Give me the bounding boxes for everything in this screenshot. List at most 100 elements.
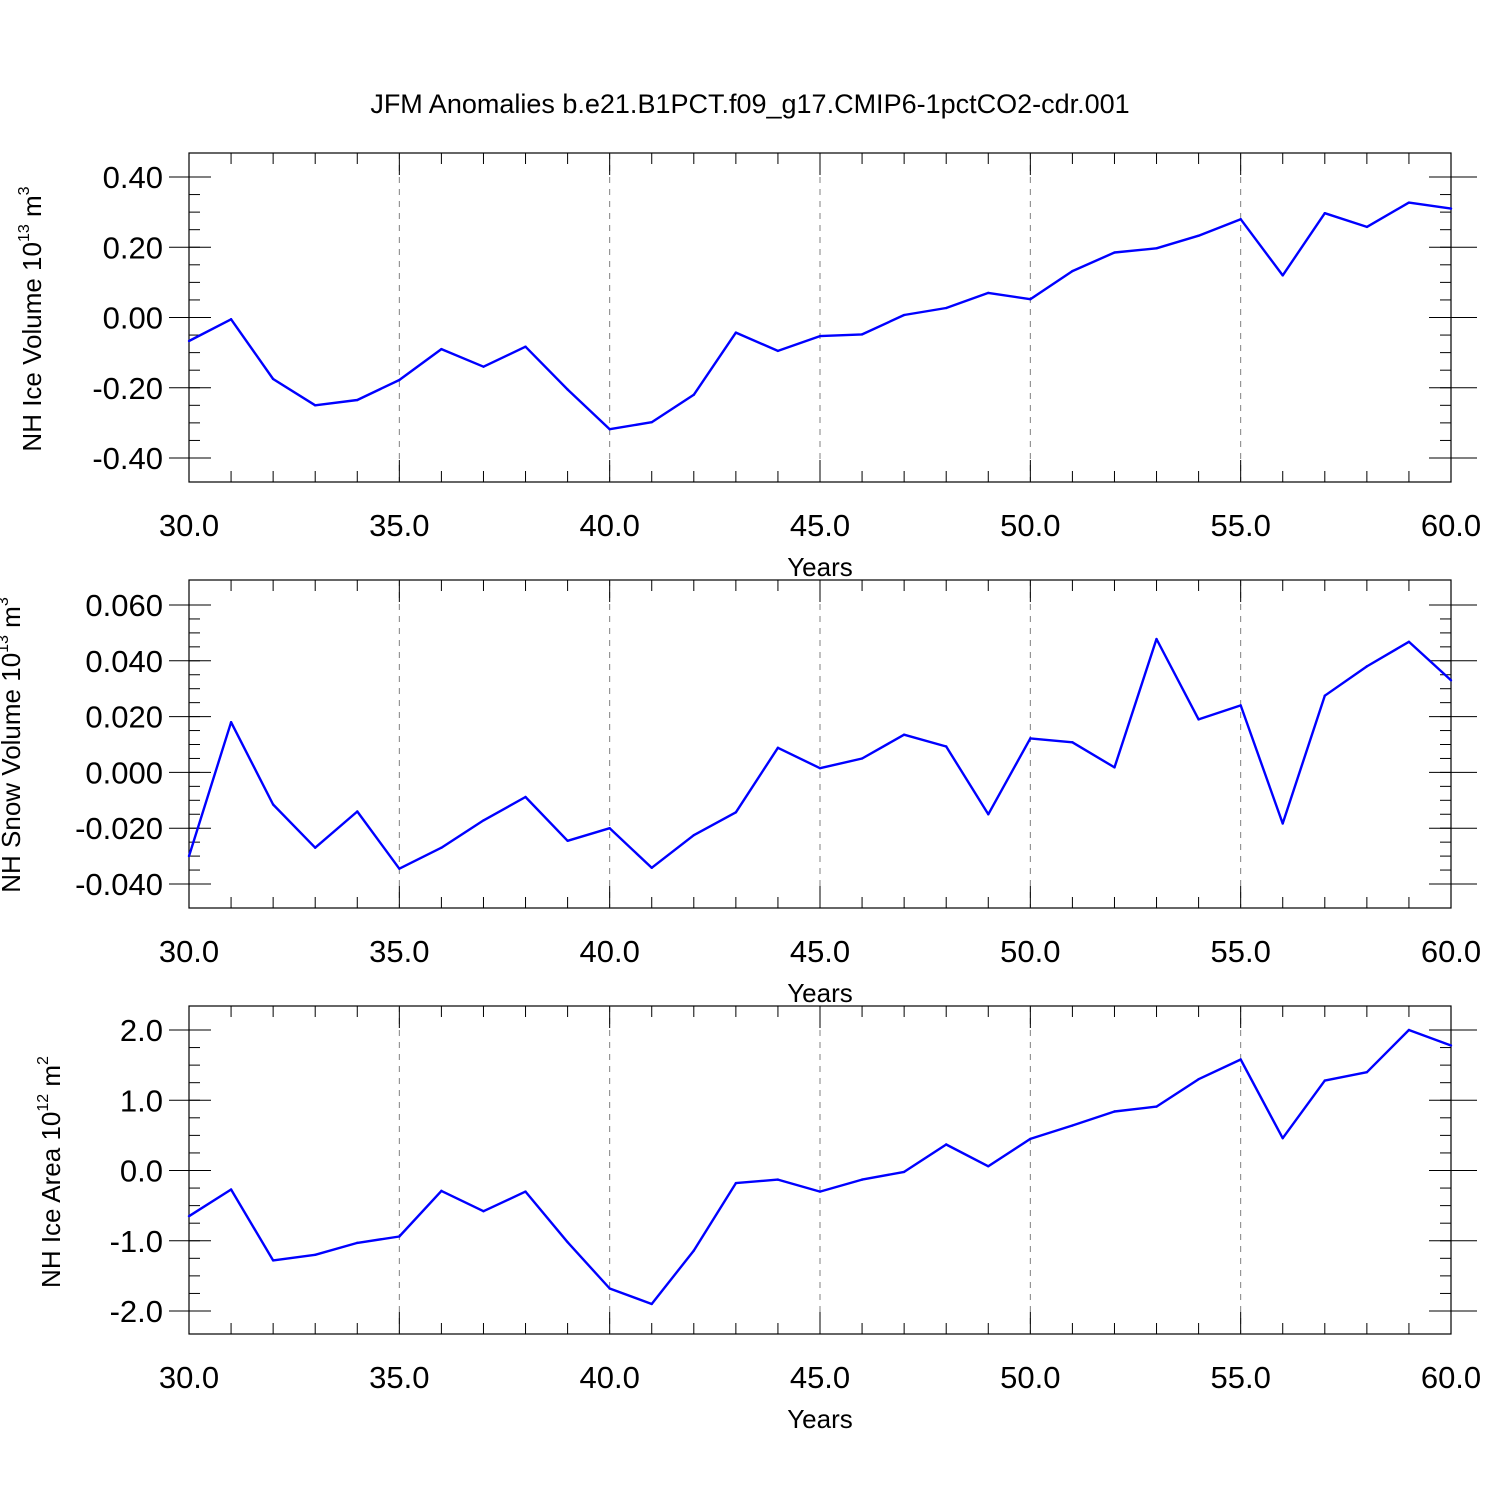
data-point xyxy=(1365,225,1369,229)
data-point xyxy=(1407,201,1411,204)
data-point xyxy=(271,803,275,806)
data-point xyxy=(692,833,695,837)
data-point xyxy=(398,867,401,870)
data-point xyxy=(1407,640,1411,644)
data-point xyxy=(860,1178,864,1181)
x-tick-label: 60.0 xyxy=(1421,1360,1481,1395)
y-tick-label: -0.20 xyxy=(92,371,163,406)
x-tick-label: 40.0 xyxy=(579,1360,639,1395)
data-point xyxy=(356,810,359,813)
data-point xyxy=(566,388,569,391)
data-point xyxy=(524,1190,527,1193)
x-tick-label: 55.0 xyxy=(1210,508,1270,543)
data-point xyxy=(1029,737,1032,740)
data-point xyxy=(229,318,233,321)
data-point xyxy=(818,767,822,770)
data-point xyxy=(1029,298,1032,301)
data-point xyxy=(734,811,738,814)
data-point xyxy=(1365,665,1369,668)
data-point xyxy=(1449,679,1453,682)
data-point xyxy=(1323,694,1327,697)
x-tick-label: 45.0 xyxy=(790,1360,850,1395)
data-point xyxy=(692,393,695,396)
data-point xyxy=(1197,1077,1200,1081)
data-point xyxy=(1155,637,1158,641)
x-tick-label: 50.0 xyxy=(1000,1360,1060,1395)
x-tick-label: 30.0 xyxy=(159,1360,219,1395)
data-point xyxy=(987,1165,990,1168)
x-tick-label: 30.0 xyxy=(159,508,219,543)
x-tick-label: 30.0 xyxy=(159,934,219,969)
data-point xyxy=(608,427,611,431)
data-point xyxy=(776,746,780,750)
data-point xyxy=(1071,741,1074,744)
data-point xyxy=(734,1181,738,1185)
data-point xyxy=(945,306,948,310)
data-point xyxy=(945,1143,948,1146)
data-point xyxy=(271,377,275,381)
y-tick-label: -2.0 xyxy=(110,1294,163,1329)
data-point xyxy=(187,854,191,858)
y-tick-label: 0.20 xyxy=(103,230,163,265)
data-point xyxy=(987,291,990,295)
x-tick-label: 35.0 xyxy=(369,508,429,543)
y-tick-label: 0.40 xyxy=(103,160,163,195)
data-point xyxy=(987,813,990,816)
x-tick-label: 55.0 xyxy=(1210,934,1270,969)
data-point xyxy=(608,1287,611,1290)
data-point xyxy=(818,334,822,338)
y-tick-label: 0.060 xyxy=(85,588,163,623)
data-point xyxy=(860,757,864,760)
data-point xyxy=(776,1178,780,1181)
x-tick-label: 50.0 xyxy=(1000,934,1060,969)
y-tick-label: 0.040 xyxy=(85,644,163,679)
data-point xyxy=(1029,1137,1032,1141)
y-tick-label: -0.020 xyxy=(75,811,163,846)
y-tick-label: -0.40 xyxy=(92,441,163,476)
data-point xyxy=(398,378,401,382)
y-axis-label: NH Ice Volume 1013 m3 xyxy=(16,186,47,451)
y-tick-label: 2.0 xyxy=(120,1013,163,1048)
x-axis-label: Years xyxy=(787,552,853,582)
data-point xyxy=(650,866,653,870)
x-tick-label: 45.0 xyxy=(790,508,850,543)
data-point xyxy=(650,420,653,424)
data-point xyxy=(650,1302,653,1306)
data-point xyxy=(524,795,527,799)
data-point xyxy=(692,1249,695,1252)
data-point xyxy=(902,733,906,736)
data-point xyxy=(1071,269,1074,273)
x-tick-label: 55.0 xyxy=(1210,1360,1270,1395)
data-point xyxy=(440,846,443,849)
data-point xyxy=(860,333,864,336)
data-point xyxy=(1449,1044,1453,1047)
data-point xyxy=(398,1235,401,1238)
y-tick-label: 0.00 xyxy=(103,301,163,336)
data-point xyxy=(1281,1136,1284,1140)
x-tick-label: 60.0 xyxy=(1421,508,1481,543)
data-point xyxy=(187,339,191,343)
data-point xyxy=(524,345,527,348)
data-point xyxy=(1239,1058,1242,1061)
x-axis-label: Years xyxy=(787,1404,853,1434)
y-tick-label: -1.0 xyxy=(110,1224,163,1259)
panel-2: 0.060 0.040 0.020 0.000 -0.020 -0.040 30.0 35.0… xyxy=(0,579,1481,1008)
y-tick-label: -0.040 xyxy=(75,867,163,902)
data-point xyxy=(1323,211,1327,215)
data-point xyxy=(902,313,906,317)
data-point xyxy=(818,1190,822,1193)
data-point xyxy=(1365,1070,1369,1074)
data-point xyxy=(482,819,485,822)
data-point xyxy=(440,347,443,351)
chart-title: JFM Anomalies b.e21.B1PCT.f09_g17.CMIP6-… xyxy=(370,89,1129,119)
data-point xyxy=(1449,207,1453,210)
data-point xyxy=(1113,1110,1116,1113)
data-point xyxy=(1323,1079,1327,1082)
data-point xyxy=(482,1210,485,1213)
data-point xyxy=(1155,247,1158,250)
data-point xyxy=(1197,718,1200,721)
data-point xyxy=(229,720,233,724)
y-tick-label: 0.000 xyxy=(85,755,163,790)
data-point xyxy=(734,331,738,334)
